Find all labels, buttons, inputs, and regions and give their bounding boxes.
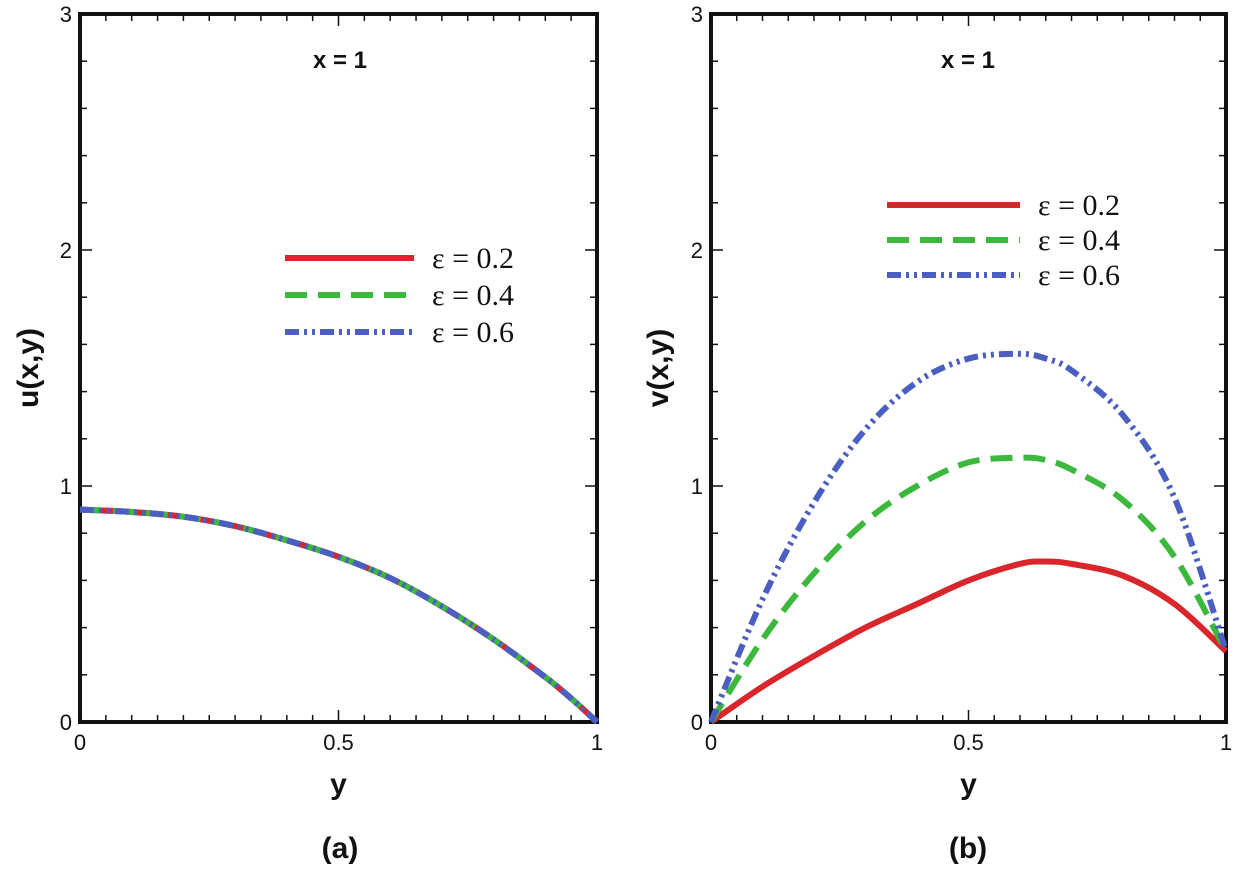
chart-0-series-line-2 bbox=[79, 506, 600, 725]
chart-1-series-line-3 bbox=[708, 350, 1229, 724]
chart-panel-a: 0 0.5 1 0 1 2 3 y u(x,y) (a) x = 1 ε = 0.2 ε = 0.4 ε … bbox=[12, 2, 603, 865]
chart-panel-b: 0 0.5 1 0 1 2 3 y v(x,y) (b) x = 1 ε = 0.2ε = 0.4ε … bbox=[642, 2, 1232, 865]
chart-1-series-line-1 bbox=[709, 558, 1229, 725]
chart-1-legend-label-1: ε = 0.2 bbox=[1038, 189, 1120, 222]
chart-0-y-tick-label: 0 bbox=[60, 710, 72, 735]
chart-0-annotation: x = 1 bbox=[313, 47, 367, 74]
chart-1-annotation: x = 1 bbox=[941, 47, 995, 74]
chart-0-x-tick-label: 0.5 bbox=[323, 730, 354, 755]
chart-0-legend-label-1: ε = 0.2 bbox=[432, 242, 514, 275]
chart-0-y-axis-label: u(x,y) bbox=[12, 328, 45, 408]
chart-1-x-axis-label: y bbox=[960, 768, 977, 801]
chart-1-x-tick-label: 1 bbox=[1220, 730, 1232, 755]
chart-1-x-tick-label: 0.5 bbox=[953, 730, 984, 755]
chart-0-y-tick-label: 1 bbox=[60, 474, 72, 499]
chart-0-y-tick-label: 3 bbox=[60, 2, 72, 27]
chart-1-y-tick-label: 3 bbox=[691, 2, 703, 27]
chart-0-x-axis-label: y bbox=[330, 768, 347, 801]
chart-1-plot-frame bbox=[709, 12, 1228, 724]
chart-1-panel-label: (b) bbox=[949, 832, 987, 865]
chart-1-y-tick-label: 0 bbox=[691, 710, 703, 735]
chart-0-panel-label: (a) bbox=[322, 832, 359, 865]
chart-0-x-tick-label: 0 bbox=[74, 730, 86, 755]
chart-1-y-tick-label: 2 bbox=[691, 238, 703, 263]
chart-1-legend-label-2: ε = 0.4 bbox=[1038, 224, 1120, 257]
chart-1-y-tick-label: 1 bbox=[691, 474, 703, 499]
chart-1-legend-label-3: ε = 0.6 bbox=[1038, 259, 1120, 292]
chart-0-legend-label-2: ε = 0.4 bbox=[432, 279, 514, 312]
chart-0-series-line-1 bbox=[79, 506, 600, 725]
chart-0-x-tick-label: 1 bbox=[591, 730, 603, 755]
chart-1-x-tick-label: 0 bbox=[705, 730, 717, 755]
chart-0-series-line-3 bbox=[79, 506, 600, 725]
chart-1-series-line-2 bbox=[708, 454, 1229, 724]
chart-1-y-axis-label: v(x,y) bbox=[642, 329, 675, 407]
chart-0-legend-label-3: ε = 0.6 bbox=[432, 316, 514, 349]
chart-0-y-tick-label: 2 bbox=[60, 238, 72, 263]
chart-0-plot-frame bbox=[78, 12, 599, 724]
